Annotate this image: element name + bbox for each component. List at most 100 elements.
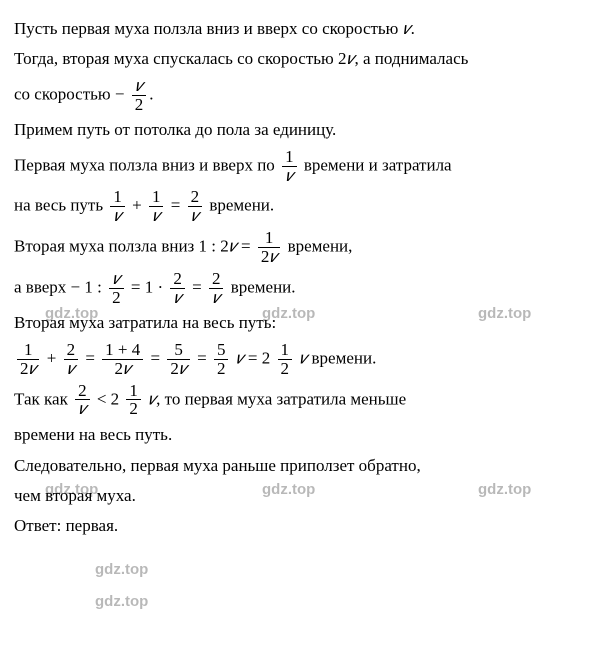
fraction: 1 2	[278, 341, 293, 378]
fraction: 2 𝑣	[170, 270, 185, 307]
t: на весь путь	[14, 196, 107, 215]
fraction: 1 𝑣	[110, 188, 125, 225]
t: =	[241, 236, 255, 255]
watermark: gdz.top	[95, 558, 148, 581]
var-v: 𝑣	[114, 206, 122, 225]
t: =	[85, 348, 99, 367]
var-v: 𝑣	[174, 288, 182, 307]
t: =	[151, 348, 165, 367]
t: Так как	[14, 389, 72, 408]
fraction: 1 2𝑣	[258, 229, 280, 266]
fraction: 5 2	[214, 341, 229, 378]
den: 2	[278, 360, 293, 378]
var-v: 𝑣	[112, 269, 120, 288]
line-8: а вверх − 1 : 𝑣 2 = 1 · 2 𝑣 = 2 𝑣 времен…	[14, 270, 587, 307]
num: 2	[209, 270, 224, 289]
line-1: Пусть первая муха ползла вниз и вверх со…	[14, 16, 587, 42]
var-v: 𝑣	[191, 206, 199, 225]
fraction: 1 𝑣	[149, 188, 164, 225]
t: времени.	[231, 277, 296, 296]
num: 2	[64, 341, 79, 360]
line-12: времени на весь путь.	[14, 422, 587, 448]
line-15: Ответ: первая.	[14, 513, 587, 539]
t: .	[411, 19, 415, 38]
t: Вторая муха ползла вниз 1 : 2	[14, 236, 229, 255]
num: 1	[17, 341, 39, 360]
den: 2	[214, 360, 229, 378]
line-10: 1 2𝑣 + 2 𝑣 = 1 + 4 2𝑣 = 5 2𝑣 = 5 2 𝑣 = 2…	[14, 341, 587, 378]
num: 1	[282, 148, 297, 167]
den: 2	[126, 400, 141, 418]
var-v: 𝑣	[152, 206, 160, 225]
fraction: 1 𝑣	[282, 148, 297, 185]
num: 2	[188, 188, 203, 207]
t: 2𝑣	[261, 247, 277, 266]
line-14: чем вторая муха.	[14, 483, 587, 509]
num: 1	[258, 229, 280, 248]
t: времени.	[312, 348, 377, 367]
line-6: на весь путь 1 𝑣 + 1 𝑣 = 2 𝑣 времени.	[14, 188, 587, 225]
var-v: 𝑣	[148, 389, 156, 408]
fraction: 1 2	[126, 382, 141, 419]
t: 2𝑣	[170, 359, 186, 378]
var-v: 𝑣	[212, 288, 220, 307]
t: .	[149, 84, 153, 103]
var-v: 𝑣	[67, 359, 75, 378]
t: +	[132, 196, 146, 215]
t: времени.	[209, 196, 274, 215]
var-v: 𝑣	[299, 348, 307, 367]
fraction: 𝑣 2	[109, 270, 124, 307]
t: =	[171, 196, 185, 215]
t: , а поднималась	[354, 49, 468, 68]
t: времени,	[288, 236, 353, 255]
t: 2𝑣	[20, 359, 36, 378]
num: 2	[75, 382, 90, 401]
num: 5	[214, 341, 229, 360]
var-v: 𝑣	[236, 348, 244, 367]
t: , то первая муха затратила меньше	[156, 389, 406, 408]
var-v: 𝑣	[78, 399, 86, 418]
fraction: 2 𝑣	[75, 382, 90, 419]
var-v: 𝑣	[135, 76, 143, 95]
num: 1 + 4	[102, 341, 143, 360]
line-11: Так как 2 𝑣 < 2 1 2 𝑣, то первая муха за…	[14, 382, 587, 419]
t: =	[197, 348, 211, 367]
t: Первая муха ползла вниз и вверх по	[14, 155, 279, 174]
line-9: Вторая муха затратила на весь путь:	[14, 310, 587, 336]
t: = 2	[248, 348, 270, 367]
line-3: со скоростью − 𝑣 2 .	[14, 77, 587, 114]
fraction: 𝑣 2	[132, 77, 147, 114]
var-v: 𝑣	[229, 236, 237, 255]
line-13: Следовательно, первая муха раньше припол…	[14, 453, 587, 479]
t: =	[192, 277, 206, 296]
fraction: 1 + 4 2𝑣	[102, 341, 143, 378]
t: 2𝑣	[114, 359, 130, 378]
num: 1	[126, 382, 141, 401]
var-v: 𝑣	[403, 19, 411, 38]
t: а вверх − 1 :	[14, 277, 106, 296]
t: времени и затратила	[304, 155, 452, 174]
line-4: Примем путь от потолка до пола за единиц…	[14, 117, 587, 143]
t: < 2	[97, 389, 119, 408]
line-5: Первая муха ползла вниз и вверх по 1 𝑣 в…	[14, 148, 587, 185]
num: 5	[167, 341, 189, 360]
t: Тогда, вторая муха спускалась со скорост…	[14, 49, 346, 68]
t: со скоростью −	[14, 84, 129, 103]
den: 2	[109, 289, 124, 307]
fraction: 5 2𝑣	[167, 341, 189, 378]
t: +	[47, 348, 61, 367]
fraction: 2 𝑣	[209, 270, 224, 307]
num: 1	[110, 188, 125, 207]
fraction: 2 𝑣	[64, 341, 79, 378]
t: Пусть первая муха ползла вниз и вверх со…	[14, 19, 403, 38]
fraction: 2 𝑣	[188, 188, 203, 225]
t: = 1 ·	[131, 277, 168, 296]
num: 1	[149, 188, 164, 207]
num: 2	[170, 270, 185, 289]
line-7: Вторая муха ползла вниз 1 : 2𝑣 = 1 2𝑣 вр…	[14, 229, 587, 266]
den: 2	[132, 96, 147, 114]
watermark: gdz.top	[95, 590, 148, 613]
var-v: 𝑣	[285, 166, 293, 185]
fraction: 1 2𝑣	[17, 341, 39, 378]
line-2: Тогда, вторая муха спускалась со скорост…	[14, 46, 587, 72]
